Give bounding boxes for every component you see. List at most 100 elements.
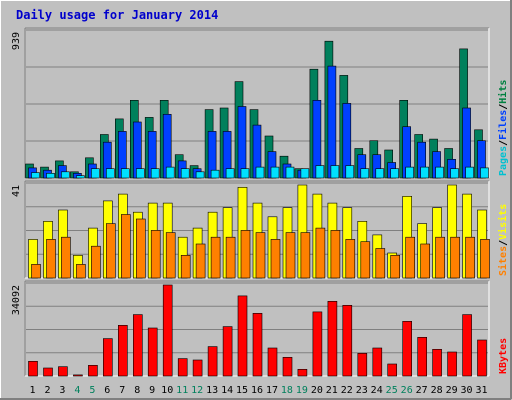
bar-kbytes-kbytes-day-6: [103, 338, 113, 377]
bar-hits-pages-day-10: [165, 166, 175, 179]
bar-hits-pages-day-28: [435, 166, 444, 179]
bar-hits-pages-day-25: [390, 168, 400, 179]
bar-hits-pages-day-23: [360, 168, 370, 179]
bar-kbytes-kbytes-day-25: [387, 363, 398, 377]
bar-visits-sites-day-27: [420, 243, 431, 279]
bar-hits-pages-day-27: [420, 166, 430, 179]
x-tick-label-day-24: 24: [371, 385, 383, 396]
legend-entry-kbytes: KBytes: [498, 338, 509, 374]
bar-hits-pages-day-19: [300, 168, 310, 179]
bar-visits-sites-day-22: [345, 239, 356, 279]
x-tick-label-day-14: 14: [221, 385, 233, 396]
bar-visits-sites-day-3: [61, 236, 71, 279]
x-tick-label-day-10: 10: [161, 385, 173, 396]
bar-visits-sites-day-9: [150, 230, 161, 279]
bar-hits-pages-day-3: [61, 171, 70, 179]
bar-hits-pages-day-22: [345, 165, 355, 179]
bar-kbytes-kbytes-day-2: [43, 367, 53, 377]
bar-hits-pages-day-12: [195, 171, 205, 179]
bar-visits-sites-day-23: [360, 241, 371, 279]
bar-visits-sites-day-24: [375, 248, 386, 279]
bar-kbytes-kbytes-day-17: [267, 347, 278, 377]
bar-visits-sites-day-28: [435, 236, 445, 279]
legend-entry-pages: Pages: [498, 146, 509, 176]
panel-kbytes-ymax-label: 34092: [11, 285, 22, 315]
bar-visits-sites-day-6: [106, 223, 116, 279]
bar-hits-pages-day-31: [480, 167, 489, 179]
bar-hits-pages-day-18: [285, 166, 295, 179]
bar-hits-files-day-21: [327, 65, 337, 179]
bar-visits-sites-day-18: [285, 232, 296, 279]
bar-kbytes-kbytes-day-4: [73, 374, 83, 377]
x-tick-label-day-16: 16: [251, 385, 263, 396]
bar-hits-pages-day-24: [375, 168, 385, 179]
bar-visits-sites-day-29: [450, 236, 460, 279]
x-tick-label-day-25: 25: [386, 385, 398, 396]
bar-kbytes-kbytes-day-20: [312, 311, 323, 377]
x-tick-label-day-26: 26: [401, 385, 413, 396]
x-tick-label-day-23: 23: [356, 385, 368, 396]
x-tick-label-day-30: 30: [460, 385, 472, 396]
bar-hits-pages-day-26: [405, 166, 415, 179]
bar-hits-pages-day-16: [255, 166, 265, 179]
bar-hits-pages-day-13: [210, 169, 220, 179]
bar-hits-pages-day-30: [465, 166, 474, 179]
bar-hits-pages-day-20: [315, 165, 325, 179]
bar-visits-sites-day-16: [255, 232, 266, 279]
bar-hits-pages-day-4: [76, 175, 85, 179]
x-tick-label-day-21: 21: [326, 385, 338, 396]
bar-kbytes-kbytes-day-14: [222, 326, 233, 377]
x-tick-label-day-19: 19: [296, 385, 308, 396]
bar-kbytes-kbytes-day-26: [402, 320, 413, 377]
x-tick-label-day-8: 8: [134, 385, 140, 396]
bar-kbytes-kbytes-day-1: [28, 360, 38, 377]
bar-visits-sites-day-17: [270, 239, 281, 279]
panel-kbytes-legend: KBytes: [498, 338, 509, 374]
x-tick-label-day-18: 18: [281, 385, 293, 396]
x-tick-label-day-15: 15: [236, 385, 248, 396]
x-tick-label-day-17: 17: [266, 385, 278, 396]
panel-visits-legend: Sites/Visits: [497, 204, 509, 276]
bar-kbytes-kbytes-day-3: [58, 366, 68, 377]
bar-hits-pages-day-29: [450, 168, 459, 179]
legend-entry-sites: Sites: [497, 246, 509, 276]
x-tick-label-day-7: 7: [119, 385, 125, 396]
panel-hits-ymax-label: 939: [11, 32, 22, 50]
bar-kbytes-kbytes-day-31: [477, 339, 487, 377]
bar-visits-sites-day-5: [91, 245, 101, 279]
x-tick-label-day-20: 20: [311, 385, 323, 396]
bar-kbytes-kbytes-day-5: [88, 364, 98, 377]
bar-kbytes-kbytes-day-13: [207, 346, 218, 377]
bar-kbytes-kbytes-day-21: [327, 300, 338, 377]
x-tick-label-day-1: 1: [29, 385, 35, 396]
bar-hits-pages-day-14: [225, 168, 235, 179]
bar-kbytes-kbytes-day-19: [297, 368, 308, 377]
bar-visits-sites-day-10: [165, 232, 176, 279]
x-tick-label-day-12: 12: [191, 385, 203, 396]
x-tick-label-day-9: 9: [149, 385, 155, 396]
x-tick-label-day-6: 6: [104, 385, 110, 396]
x-tick-label-day-5: 5: [89, 385, 95, 396]
bar-visits-sites-day-21: [330, 230, 341, 279]
bar-hits-pages-day-9: [150, 168, 160, 179]
bar-hits-pages-day-21: [330, 165, 340, 179]
bar-visits-sites-day-15: [240, 230, 251, 279]
chart-title: Daily usage for January 2014: [16, 8, 218, 22]
bar-visits-sites-day-20: [315, 227, 326, 279]
bar-hits-pages-day-2: [46, 173, 55, 179]
bar-hits-pages-day-17: [270, 166, 280, 179]
bar-visits-sites-day-13: [210, 236, 221, 279]
bar-visits-sites-day-7: [121, 214, 131, 279]
legend-entry-hits: Hits: [497, 80, 509, 104]
legend-entry-separator: /: [498, 140, 509, 146]
bar-visits-sites-day-14: [225, 236, 236, 279]
bar-hits-pages-day-6: [106, 168, 115, 179]
x-tick-label-day-27: 27: [416, 385, 428, 396]
bar-visits-sites-day-11: [180, 255, 191, 279]
x-tick-label-day-28: 28: [431, 385, 443, 396]
bar-visits-sites-day-25: [390, 255, 401, 279]
x-tick-label-day-2: 2: [44, 385, 50, 396]
bar-kbytes-kbytes-day-18: [282, 356, 293, 377]
bar-kbytes-kbytes-day-15: [237, 295, 248, 377]
